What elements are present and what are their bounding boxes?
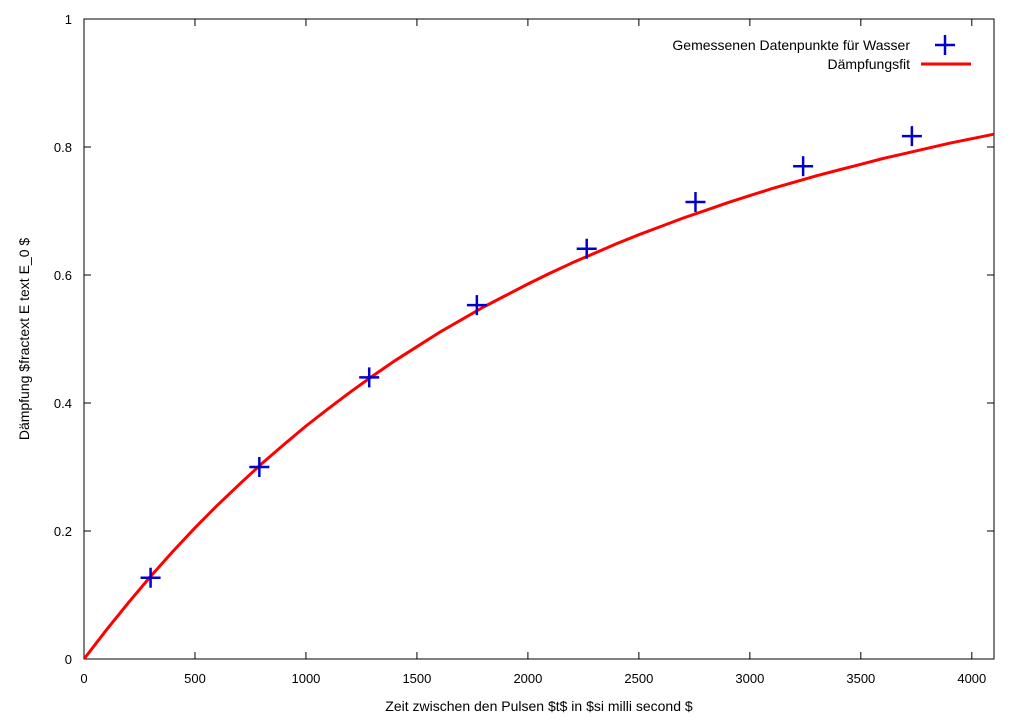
y-tick-label: 0 — [65, 652, 72, 667]
x-tick-label: 4000 — [957, 671, 986, 686]
axis-ticks — [83, 18, 994, 660]
y-tick-label: 0.8 — [54, 140, 72, 155]
data-point — [466, 295, 487, 316]
data-point — [140, 567, 161, 588]
data-point — [249, 457, 270, 477]
y-axis-title: Dämpfung $fractext E text E_0 $ — [16, 238, 32, 441]
x-tick-label: 2000 — [513, 671, 542, 686]
tick-labels: 0 500 1000 1500 2000 2500 3000 3500 4000 0 0.2 0.4 0… — [54, 12, 986, 686]
x-tick-label: 2500 — [624, 671, 653, 686]
legend-label-points: Gemessenen Datenpunkte für Wasser — [672, 37, 910, 53]
x-tick-label: 0 — [80, 671, 87, 686]
x-tick-label: 3500 — [846, 671, 875, 686]
data-point — [793, 156, 814, 177]
legend-label-line: Dämpfungsfit — [828, 56, 911, 72]
x-tick-label: 1000 — [291, 671, 320, 686]
series-layer — [82, 126, 995, 660]
y-tick-label: 1 — [65, 12, 72, 27]
x-tick-label: 1500 — [402, 671, 431, 686]
x-tick-label: 500 — [184, 671, 206, 686]
data-point — [685, 192, 706, 213]
x-axis-title: Zeit zwischen den Pulsen $t$ in $si mill… — [385, 698, 693, 714]
plot-frame — [83, 18, 995, 660]
x-tick-label: 3000 — [735, 671, 764, 686]
data-point — [576, 238, 597, 259]
data-point — [359, 367, 380, 388]
y-tick-label: 0.4 — [54, 396, 72, 411]
legend-plus-marker — [935, 35, 955, 55]
fit-line — [82, 132, 995, 660]
y-tick-label: 0.6 — [54, 268, 72, 283]
legend-marker-points — [935, 35, 955, 55]
y-tick-label: 0.2 — [54, 524, 72, 539]
data-point — [901, 126, 922, 147]
legend: Gemessenen Datenpunkte für Wasser Dämpfu… — [672, 35, 971, 72]
